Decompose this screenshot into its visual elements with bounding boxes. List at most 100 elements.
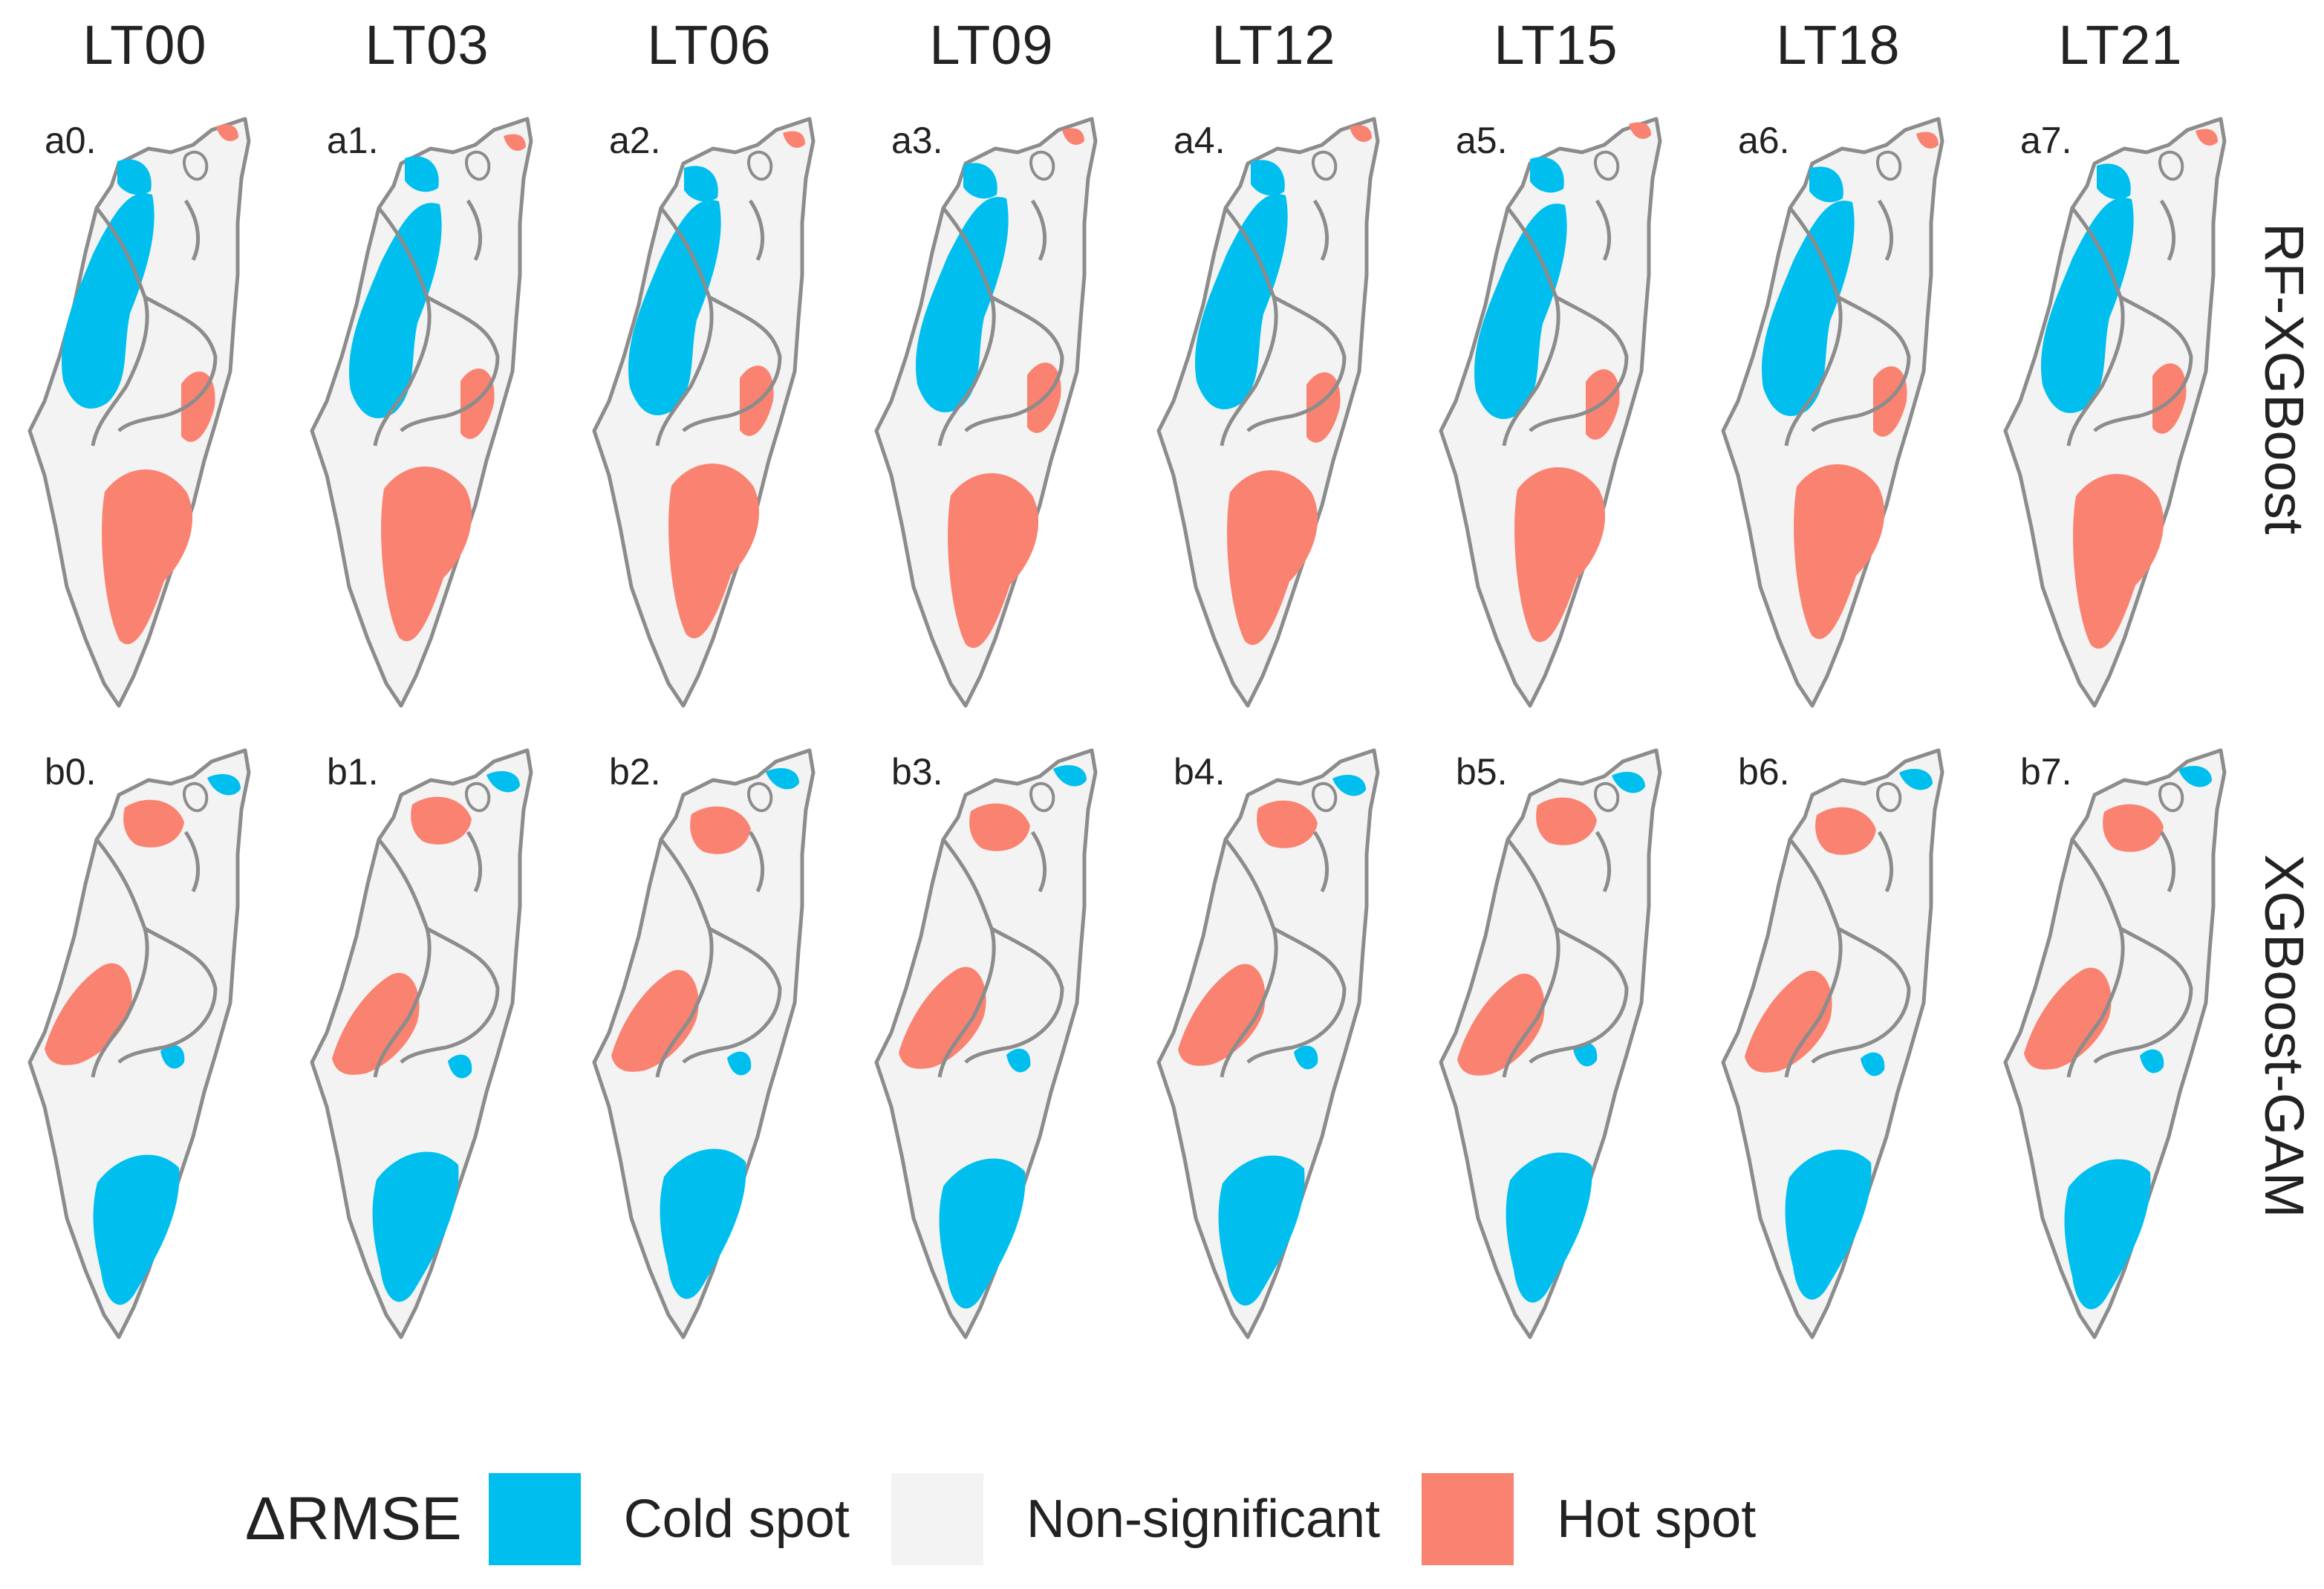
cold-spot-region <box>727 1051 752 1076</box>
hot-spot-region <box>668 464 760 639</box>
land-region <box>592 748 816 1339</box>
legend-item-hot-spot: Hot spot <box>1422 1473 1756 1565</box>
internal-border <box>373 831 500 1078</box>
map-svg <box>2003 117 2227 708</box>
cold-spot-region <box>1861 1052 1885 1076</box>
legend-label-hot-spot: Hot spot <box>1557 1489 1757 1549</box>
panel-label: a0. <box>45 120 97 161</box>
cold-spot-region <box>1899 769 1933 790</box>
hot-spot-region <box>1629 122 1651 139</box>
lake <box>747 150 773 181</box>
internal-border <box>373 199 500 446</box>
hot-spot-region <box>102 469 193 645</box>
internal-border <box>655 831 782 1078</box>
hot-spot-region <box>1514 467 1606 643</box>
hot-spot-region <box>611 969 699 1072</box>
cold-spot-region <box>684 166 718 202</box>
map-panel-a6: a6. <box>1708 74 1991 735</box>
lake <box>183 150 209 181</box>
cold-spot-region <box>660 1148 746 1299</box>
column-header-lt15: LT15 <box>1494 14 1618 76</box>
map-panel-a4: a4. <box>1144 74 1426 735</box>
panel-label: b1. <box>327 751 379 793</box>
column-header-lt09: LT09 <box>929 14 1054 76</box>
internal-border <box>1220 831 1347 1078</box>
land-region <box>874 748 1098 1339</box>
legend: ΔRMSE Cold spot Non-significant Hot spot <box>245 1471 1797 1567</box>
internal-border <box>91 199 218 446</box>
map-panel-b4: b4. <box>1144 706 1426 1367</box>
lake <box>465 781 491 813</box>
panel-label: b2. <box>609 751 661 793</box>
hot-spot-region <box>690 806 751 854</box>
cold-spot-region <box>117 159 152 195</box>
cold-spot-region <box>160 1044 185 1069</box>
land-region <box>2003 748 2227 1339</box>
cold-spot-region <box>1530 157 1564 193</box>
cold-spot-region <box>1612 772 1645 793</box>
cold-spot-region <box>963 163 997 199</box>
panel-label: a5. <box>1456 120 1508 161</box>
map-panel-b1: b1. <box>297 706 579 1367</box>
hot-spot-region <box>1178 964 1266 1066</box>
hot-spot-region <box>1815 807 1876 855</box>
map-panel-a2: a2. <box>579 74 862 735</box>
cold-spot-region <box>1053 765 1087 787</box>
lake <box>1876 781 1902 813</box>
hot-spot-region <box>969 803 1030 851</box>
cold-spot-region <box>2064 1159 2151 1310</box>
cold-spot-region <box>1573 1042 1598 1067</box>
cold-spot-region <box>1762 201 1855 417</box>
column-header-lt03: LT03 <box>365 14 489 76</box>
panel-label: a7. <box>2020 120 2072 161</box>
map-svg <box>874 117 1098 708</box>
lake <box>2158 781 2184 813</box>
cold-spot-region <box>1294 1045 1318 1070</box>
panel-label: b3. <box>891 751 943 793</box>
lake <box>747 781 773 813</box>
map-panel-a3: a3. <box>862 74 1144 735</box>
map-svg <box>27 748 251 1339</box>
map-panel-a5: a5. <box>1426 74 1708 735</box>
hot-spot-region <box>783 131 805 148</box>
panel-label: a6. <box>1738 120 1790 161</box>
hot-spot-region <box>504 134 526 151</box>
map-panel-a1: a1. <box>297 74 579 735</box>
hot-spot-region <box>1457 973 1545 1076</box>
map-svg <box>1156 748 1380 1339</box>
cold-spot-region <box>2140 1049 2164 1073</box>
lake <box>1029 150 1055 181</box>
map-svg <box>310 117 533 708</box>
cold-spot-region <box>1809 166 1843 203</box>
hot-spot-region <box>216 124 238 141</box>
hot-spot-region <box>1745 970 1832 1073</box>
column-header-lt18: LT18 <box>1776 14 1901 76</box>
legend-label-non-significant: Non-significant <box>1026 1489 1381 1549</box>
hot-spot-region <box>948 473 1039 649</box>
hot-spot-region <box>2152 363 2187 434</box>
cold-spot-region <box>1195 194 1288 410</box>
land-region <box>1721 748 1944 1339</box>
cold-spot-region <box>628 200 721 416</box>
lake <box>465 150 491 181</box>
hot-spot-region <box>332 972 420 1075</box>
map-svg <box>1156 117 1380 708</box>
cold-spot-region <box>2097 163 2131 200</box>
cold-spot-region <box>405 156 439 192</box>
panel-label: b0. <box>45 751 97 793</box>
hot-spot-region <box>1873 366 1907 437</box>
legend-title: ΔRMSE <box>245 1485 462 1553</box>
internal-border <box>937 831 1064 1078</box>
map-panel-b7: b7. <box>1991 706 2273 1367</box>
cold-spot-region <box>93 1154 180 1305</box>
cold-spot-region <box>448 1054 472 1079</box>
map-svg <box>592 748 816 1339</box>
internal-border <box>1784 831 1911 1078</box>
hot-spot-region <box>460 368 495 439</box>
hot-spot-region <box>381 467 472 642</box>
hot-spot-region <box>1350 125 1372 142</box>
map-svg <box>1721 117 1944 708</box>
hot-spot-region <box>2073 474 2164 649</box>
cold-spot-region <box>1506 1152 1592 1303</box>
legend-label-cold-spot: Cold spot <box>623 1489 850 1549</box>
